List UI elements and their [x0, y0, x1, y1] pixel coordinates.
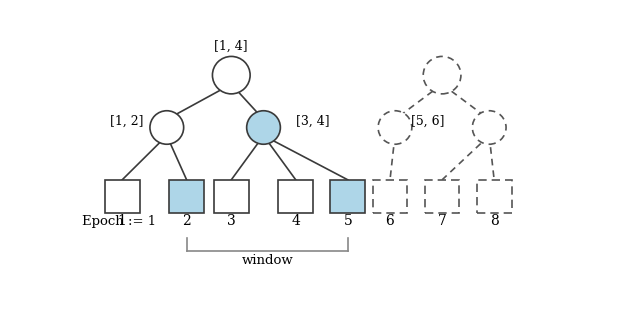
- Bar: [372, 180, 407, 213]
- Text: 2: 2: [182, 214, 191, 228]
- Text: 1: 1: [118, 214, 127, 228]
- Ellipse shape: [246, 111, 280, 144]
- Text: 8: 8: [490, 214, 499, 228]
- Text: [1, 2]: [1, 2]: [110, 115, 144, 128]
- Ellipse shape: [212, 57, 250, 94]
- Ellipse shape: [472, 111, 506, 144]
- Bar: [169, 180, 204, 213]
- Ellipse shape: [378, 111, 412, 144]
- Bar: [105, 180, 140, 213]
- Text: window: window: [241, 254, 293, 267]
- Text: 4: 4: [291, 214, 300, 228]
- Bar: [425, 180, 460, 213]
- Text: 5: 5: [344, 214, 352, 228]
- Text: [5, 6]: [5, 6]: [412, 115, 445, 128]
- Bar: [330, 180, 365, 213]
- Bar: [477, 180, 511, 213]
- Text: Epoch := 1: Epoch := 1: [83, 215, 157, 228]
- Text: 6: 6: [386, 214, 394, 228]
- Bar: [278, 180, 313, 213]
- Text: [3, 4]: [3, 4]: [296, 115, 330, 128]
- Text: 3: 3: [227, 214, 236, 228]
- Text: [1, 4]: [1, 4]: [214, 40, 248, 53]
- Text: 7: 7: [438, 214, 447, 228]
- Ellipse shape: [423, 57, 461, 94]
- Ellipse shape: [150, 111, 184, 144]
- Bar: [214, 180, 249, 213]
